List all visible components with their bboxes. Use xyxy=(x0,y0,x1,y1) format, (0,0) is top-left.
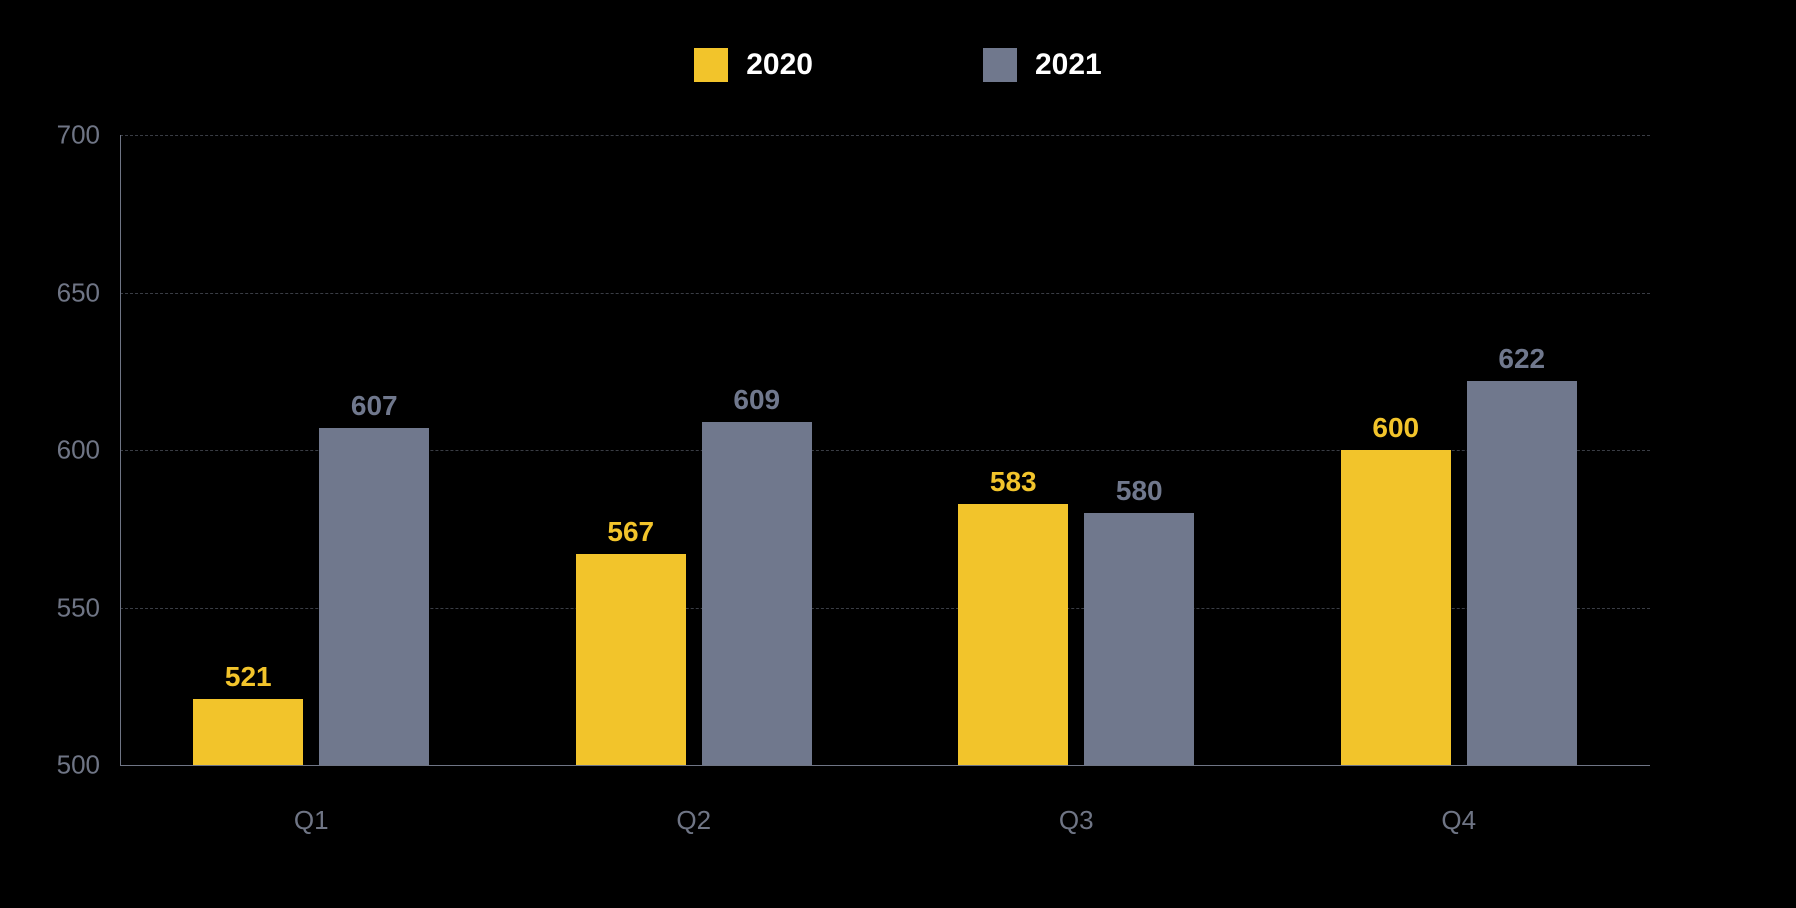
bar-value-label: 521 xyxy=(225,661,272,693)
bar-value-label: 580 xyxy=(1116,475,1163,507)
bar-2020-Q2 xyxy=(576,554,686,765)
bar-value-label: 600 xyxy=(1372,412,1419,444)
bar-value-label: 622 xyxy=(1498,343,1545,375)
legend-swatch-2021 xyxy=(983,48,1017,82)
legend-item-2021: 2021 xyxy=(983,48,1102,82)
bar-2021-Q1 xyxy=(319,428,429,765)
x-tick-label: Q3 xyxy=(1059,805,1094,836)
gridline xyxy=(120,293,1650,294)
x-tick-label: Q1 xyxy=(294,805,329,836)
y-tick-label: 500 xyxy=(30,750,100,781)
chart-container: 2020 2021 500 550 600 650 700 Q1 521 607 Q2 567 60… xyxy=(0,0,1796,908)
y-tick-label: 600 xyxy=(30,435,100,466)
bar-value-label: 567 xyxy=(607,516,654,548)
y-tick-label: 550 xyxy=(30,592,100,623)
bar-2021-Q4 xyxy=(1467,381,1577,765)
legend-item-2020: 2020 xyxy=(694,48,813,82)
y-tick-label: 700 xyxy=(30,120,100,151)
bar-2020-Q1 xyxy=(193,699,303,765)
bar-value-label: 583 xyxy=(990,466,1037,498)
bar-2021-Q3 xyxy=(1084,513,1194,765)
chart-legend: 2020 2021 xyxy=(0,48,1796,82)
legend-label-2021: 2021 xyxy=(1035,48,1102,82)
bar-value-label: 607 xyxy=(351,390,398,422)
gridline xyxy=(120,135,1650,136)
legend-label-2020: 2020 xyxy=(746,48,813,82)
legend-swatch-2020 xyxy=(694,48,728,82)
x-axis-line xyxy=(120,765,1650,766)
bar-2020-Q3 xyxy=(958,504,1068,765)
x-tick-label: Q2 xyxy=(676,805,711,836)
x-tick-label: Q4 xyxy=(1441,805,1476,836)
bar-2020-Q4 xyxy=(1341,450,1451,765)
y-axis-line xyxy=(120,135,121,765)
bar-2021-Q2 xyxy=(702,422,812,765)
bar-value-label: 609 xyxy=(733,384,780,416)
y-tick-label: 650 xyxy=(30,277,100,308)
